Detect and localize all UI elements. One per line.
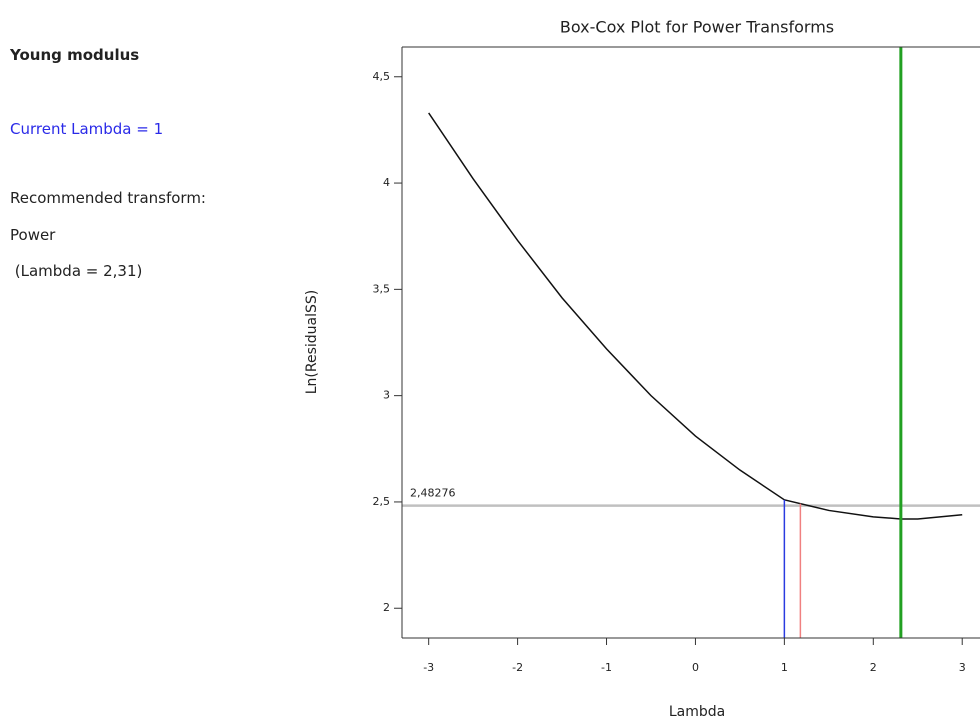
curve bbox=[428, 112, 963, 520]
x-tick-label: 1 bbox=[781, 661, 788, 674]
lambda: (Lambda = 2,31) bbox=[10, 262, 143, 280]
y-tick-label: 3 bbox=[383, 389, 390, 402]
y-tick-label: 2 bbox=[383, 601, 390, 614]
transform: Power bbox=[10, 226, 56, 244]
x-tick-label: -1 bbox=[601, 661, 612, 674]
heading: Young modulus bbox=[10, 46, 140, 64]
y-axis-label: Ln(ResidualSS) bbox=[304, 290, 320, 395]
x-tick-label: 2 bbox=[870, 661, 877, 674]
y-tick-label: 4,5 bbox=[373, 70, 391, 83]
x-tick-label: 3 bbox=[959, 661, 966, 674]
x-tick-label: -3 bbox=[423, 661, 434, 674]
y-tick-label: 2,5 bbox=[373, 495, 391, 508]
x-tick-label: -2 bbox=[512, 661, 523, 674]
plot-area bbox=[402, 47, 980, 638]
current-lambda: Current Lambda = 1 bbox=[10, 120, 164, 138]
chart-title: Box-Cox Plot for Power Transforms bbox=[560, 18, 834, 37]
y-tick-label: 3,5 bbox=[373, 282, 391, 295]
recommended: Recommended transform: bbox=[10, 189, 206, 207]
y-tick-label: 4 bbox=[383, 176, 390, 189]
reference-label: 2,48276 bbox=[410, 487, 456, 500]
x-tick-label: 0 bbox=[692, 661, 699, 674]
x-axis-label: Lambda bbox=[669, 704, 725, 720]
